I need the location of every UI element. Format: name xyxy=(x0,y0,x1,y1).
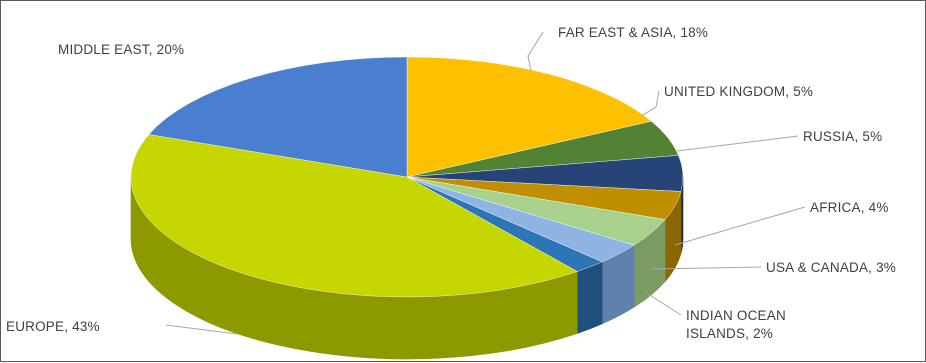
slice-label-1: UNITED KINGDOM, 5% xyxy=(664,84,813,99)
slice-label-5: USA & CANADA, 3% xyxy=(766,260,896,275)
leader-line-6 xyxy=(644,291,682,316)
slice-label-6: INDIAN OCEAN ISLANDS, 2% xyxy=(686,308,786,341)
pie-tops xyxy=(130,56,684,298)
pie-side-6 xyxy=(576,261,603,334)
pie-slice-7 xyxy=(130,134,578,298)
leader-line-7 xyxy=(165,324,238,335)
leader-lines xyxy=(165,31,806,335)
leader-line-2 xyxy=(676,135,799,152)
slice-label-2: RUSSIA, 5% xyxy=(803,129,882,144)
slice-labels: FAR EAST & ASIA, 18% UNITED KINGDOM, 5% RU… xyxy=(6,25,896,341)
pie-slice-0 xyxy=(406,56,652,178)
leader-line-5 xyxy=(650,266,762,270)
pie-slice-8 xyxy=(148,56,408,178)
slice-label-0: FAR EAST & ASIA, 18% xyxy=(558,25,708,40)
leader-line-1 xyxy=(640,90,660,117)
slice-label-7: EUROPE, 43% xyxy=(6,319,100,334)
slice-label-8: MIDDLE EAST, 20% xyxy=(58,42,184,57)
slice-label-4: AFRICA, 4% xyxy=(810,200,889,215)
leader-line-0 xyxy=(527,31,544,72)
leader-line-4 xyxy=(674,206,806,246)
